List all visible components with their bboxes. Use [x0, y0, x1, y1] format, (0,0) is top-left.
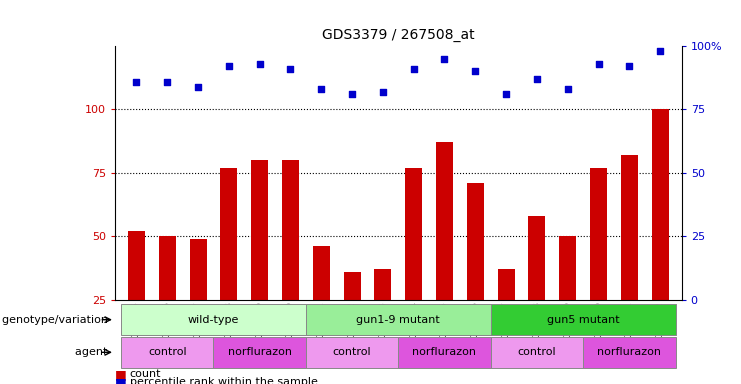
Bar [405, 168, 422, 363]
Point [285, 66, 296, 72]
Point [469, 68, 481, 74]
Text: ■: ■ [115, 368, 127, 381]
Bar [306, 337, 399, 368]
Text: norflurazon: norflurazon [597, 347, 662, 358]
Point [162, 78, 173, 84]
Bar [559, 236, 576, 363]
Text: genotype/variation: genotype/variation [1, 314, 111, 325]
Bar [121, 337, 213, 368]
Bar [190, 239, 207, 363]
Point [223, 63, 235, 70]
Text: agent: agent [76, 347, 111, 358]
Title: GDS3379 / 267508_at: GDS3379 / 267508_at [322, 28, 474, 42]
Bar [491, 337, 583, 368]
Bar [121, 304, 306, 335]
Bar [213, 337, 306, 368]
Point [253, 61, 265, 67]
Bar [651, 109, 668, 363]
Bar [159, 236, 176, 363]
Point [562, 86, 574, 92]
Point [377, 89, 389, 95]
Text: gun5 mutant: gun5 mutant [547, 314, 619, 325]
Bar [590, 168, 607, 363]
Bar [128, 231, 145, 363]
Point [439, 56, 451, 62]
Point [346, 91, 358, 97]
Text: gun1-9 mutant: gun1-9 mutant [356, 314, 440, 325]
Text: control: control [518, 347, 556, 358]
Bar [251, 160, 268, 363]
Bar [436, 142, 453, 363]
Text: norflurazon: norflurazon [227, 347, 292, 358]
Point [531, 76, 543, 82]
Bar [498, 269, 514, 363]
Bar [583, 337, 676, 368]
Text: ■: ■ [115, 376, 127, 384]
Point [408, 66, 419, 72]
Bar [399, 337, 491, 368]
Bar [491, 304, 676, 335]
Bar [220, 168, 237, 363]
Point [192, 84, 204, 90]
Bar [467, 183, 484, 363]
Point [130, 78, 142, 84]
Bar [282, 160, 299, 363]
Bar [306, 304, 491, 335]
Bar [344, 271, 361, 363]
Text: percentile rank within the sample: percentile rank within the sample [130, 377, 318, 384]
Bar [528, 216, 545, 363]
Point [623, 63, 635, 70]
Bar [621, 155, 638, 363]
Point [593, 61, 605, 67]
Text: control: control [333, 347, 371, 358]
Point [654, 48, 666, 54]
Text: count: count [130, 369, 162, 379]
Text: control: control [148, 347, 187, 358]
Point [500, 91, 512, 97]
Text: wild-type: wild-type [187, 314, 239, 325]
Bar [374, 269, 391, 363]
Point [316, 86, 328, 92]
Bar [313, 246, 330, 363]
Text: norflurazon: norflurazon [413, 347, 476, 358]
